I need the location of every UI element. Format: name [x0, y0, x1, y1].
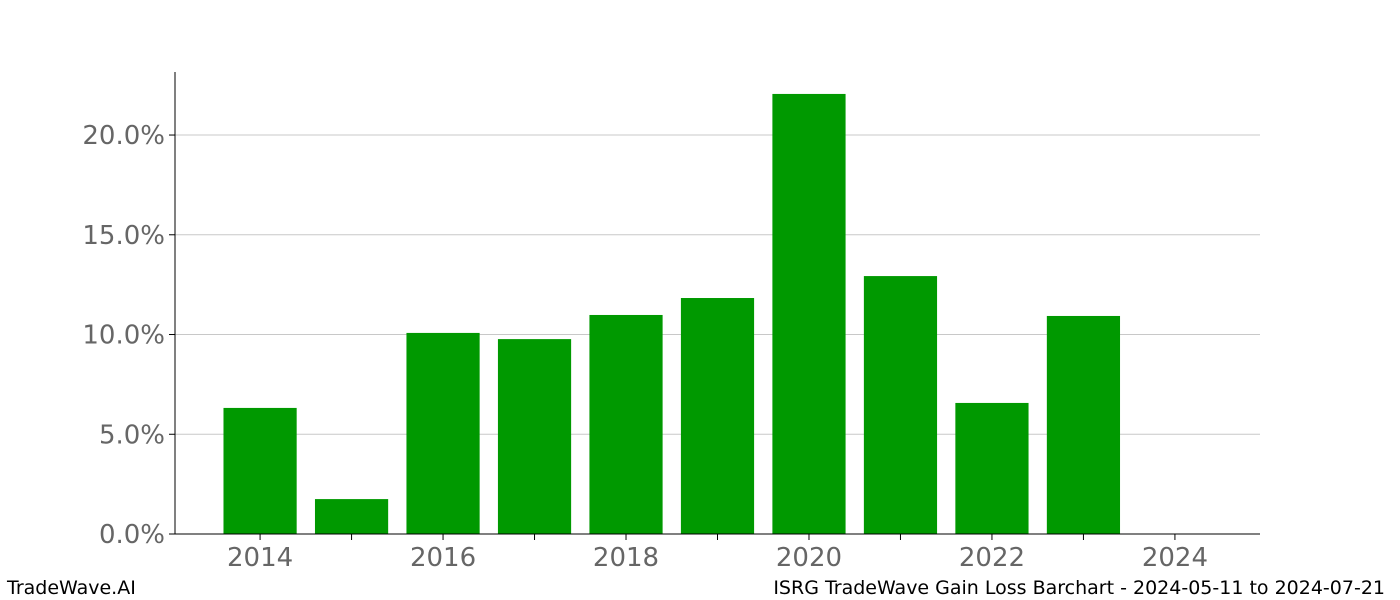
x-tick-label: 2018	[593, 543, 659, 573]
x-tick-label: 2014	[227, 543, 293, 573]
y-tick-label: 15.0%	[82, 221, 165, 251]
x-tick-label: 2022	[959, 543, 1025, 573]
x-tick-label: 2020	[776, 543, 842, 573]
bar	[863, 276, 938, 534]
bar	[955, 402, 1029, 534]
y-tick-label: 0.0%	[99, 520, 165, 550]
y-tick-label: 10.0%	[82, 321, 165, 351]
y-tick-label: 20.0%	[82, 121, 165, 151]
x-tick-label: 2016	[410, 543, 476, 573]
bar	[406, 332, 480, 534]
footer-left: TradeWave.AI	[6, 577, 136, 599]
bar	[314, 499, 389, 534]
bar	[680, 298, 755, 534]
bar	[497, 339, 572, 534]
y-tick-label: 5.0%	[99, 420, 165, 450]
bar	[772, 93, 846, 535]
bar	[223, 407, 297, 534]
footer-right: ISRG TradeWave Gain Loss Barchart - 2024…	[773, 577, 1385, 599]
bar	[1046, 315, 1121, 534]
bar	[589, 314, 663, 534]
x-tick-label: 2024	[1142, 543, 1208, 573]
